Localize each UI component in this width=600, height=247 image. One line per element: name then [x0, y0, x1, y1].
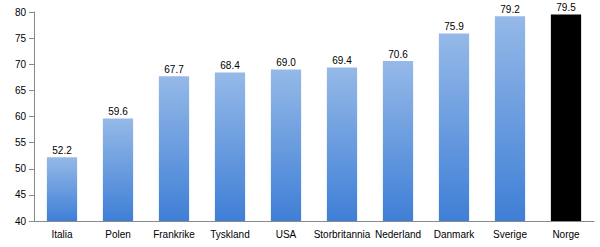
svg-text:65: 65	[15, 85, 27, 96]
svg-text:70: 70	[15, 59, 27, 70]
svg-text:Italia: Italia	[51, 229, 73, 240]
svg-text:75: 75	[15, 33, 27, 44]
svg-text:80: 80	[15, 7, 27, 18]
svg-text:Frankrike: Frankrike	[153, 229, 195, 240]
svg-text:Norge: Norge	[552, 229, 580, 240]
svg-text:40: 40	[15, 216, 27, 227]
svg-text:Storbritannia: Storbritannia	[314, 229, 371, 240]
svg-text:60: 60	[15, 111, 27, 122]
svg-text:79.5: 79.5	[556, 2, 576, 13]
svg-text:Tyskland: Tyskland	[210, 229, 249, 240]
svg-text:69.0: 69.0	[276, 57, 296, 68]
svg-text:70.6: 70.6	[388, 49, 408, 60]
svg-text:67.7: 67.7	[164, 64, 184, 75]
svg-text:Danmark: Danmark	[434, 229, 476, 240]
svg-text:55: 55	[15, 137, 27, 148]
svg-text:68.4: 68.4	[220, 60, 240, 71]
svg-text:Nederland: Nederland	[375, 229, 421, 240]
svg-text:50: 50	[15, 163, 27, 174]
svg-text:59.6: 59.6	[108, 106, 128, 117]
svg-text:45: 45	[15, 189, 27, 200]
svg-text:USA: USA	[276, 229, 297, 240]
svg-text:52.2: 52.2	[52, 145, 72, 156]
svg-text:69.4: 69.4	[332, 55, 352, 66]
svg-text:Sverige: Sverige	[493, 229, 527, 240]
svg-text:75.9: 75.9	[444, 21, 464, 32]
svg-text:Polen: Polen	[105, 229, 131, 240]
svg-text:79.2: 79.2	[500, 4, 520, 15]
